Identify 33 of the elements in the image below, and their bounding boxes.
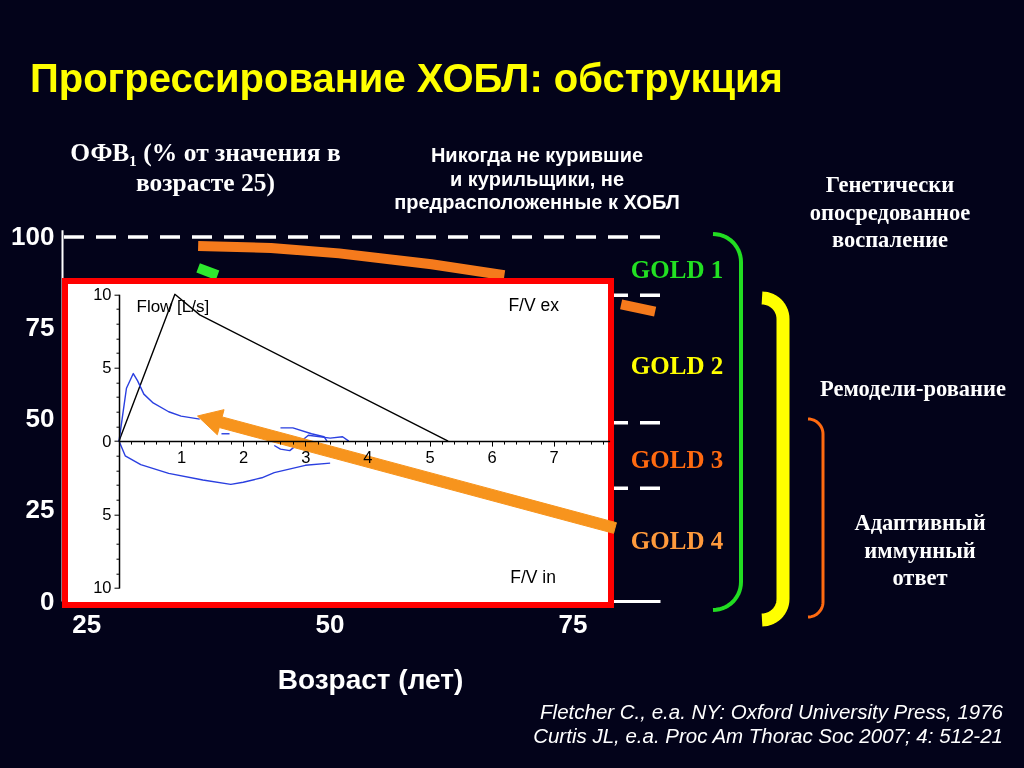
x-tick-label: 5 (425, 447, 435, 466)
annotation: F/V in (510, 567, 556, 587)
annotation: F/V ex (508, 295, 560, 315)
annotation: GOLD 3 (630, 446, 724, 473)
annotation: GOLD 2 (630, 352, 724, 379)
x-axis-title: Возраст (лет) (277, 663, 464, 695)
annotation: GOLD 1 (630, 256, 724, 283)
y-tick-label: 10 (93, 578, 112, 597)
x-tick-label: 1 (177, 447, 187, 466)
y-tick-label: 0 (102, 431, 112, 450)
text: Fletcher C., e.a. NY: Oxford University Press, 1976 (540, 700, 1004, 723)
annotation: GOLD 4 (630, 527, 724, 554)
x-tick-label: 3 (301, 447, 311, 466)
x-tick-label: 50 (315, 608, 345, 639)
y-tick-label: 10 (93, 284, 112, 303)
text: Генетически опосредованное воспаление (809, 172, 971, 252)
y-tick-label: 5 (102, 505, 112, 523)
y-tick-label: 5 (102, 358, 112, 377)
text: Ремодели-рование (819, 376, 1007, 401)
text: Никогда не курившие и курильщики, не предрасположенные к ХОБЛ (394, 144, 680, 213)
y-tick-label: 100 (11, 221, 55, 252)
text: Адаптивный иммунный ответ (854, 510, 986, 590)
text: Curtis JL, e.a. Proc Am Thorac Soc 2007; 4: 512-21 (533, 724, 1003, 747)
chart-title: Прогрессирование ХОБЛ: обструкция (30, 56, 783, 100)
x-tick-label: 7 (549, 447, 559, 466)
y-tick-label: 75 (25, 312, 55, 343)
y-axis-title: ОФВ₁ (% от значения в возрасте 25) (70, 137, 341, 197)
y-tick-label: 0 (40, 585, 55, 616)
x-tick-label: 75 (558, 608, 588, 639)
y-tick-label: 50 (25, 403, 55, 434)
y-tick-label: 25 (25, 494, 55, 525)
x-tick-label: 6 (487, 447, 497, 466)
x-tick-label: 2 (239, 447, 249, 466)
